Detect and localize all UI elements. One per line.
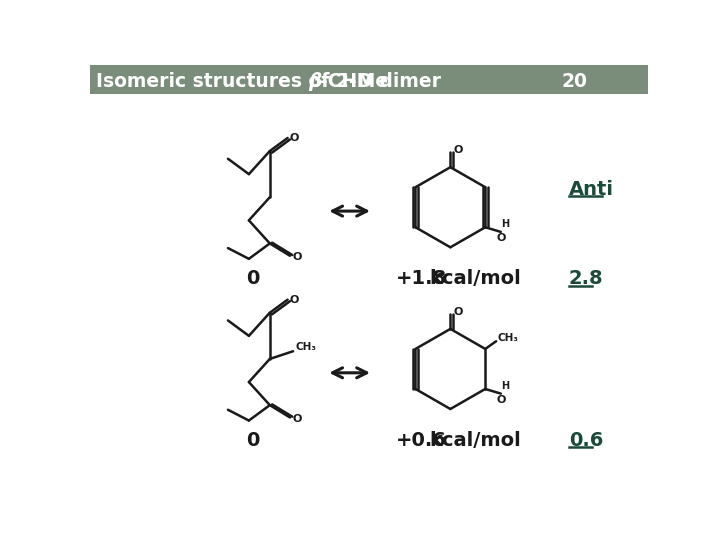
Text: 20: 20 [561,72,588,91]
Text: H: H [502,219,510,229]
Text: 0: 0 [246,431,259,450]
Text: -CHD dimer: -CHD dimer [320,72,441,91]
Text: O: O [290,133,300,143]
Text: O: O [292,414,302,424]
Text: kcal/mol: kcal/mol [429,431,521,450]
Text: Isomeric structures of 2-Me: Isomeric structures of 2-Me [96,72,395,91]
Text: O: O [496,233,505,243]
Text: CH₃: CH₃ [498,333,518,343]
Text: +1.8: +1.8 [396,269,447,288]
Text: +0.6: +0.6 [396,431,447,450]
Text: 0: 0 [246,269,259,288]
Text: O: O [290,295,300,305]
Text: H: H [502,381,510,391]
Text: kcal/mol: kcal/mol [429,269,521,288]
Bar [90,65,648,94]
Text: O: O [454,307,463,317]
Text: O: O [454,145,463,156]
Text: O: O [496,395,505,405]
Text: 2.8: 2.8 [569,269,603,288]
Text: 0.6: 0.6 [569,431,603,450]
Text: CH₃: CH₃ [295,342,316,353]
Text: β: β [309,72,322,91]
Text: Anti: Anti [569,180,614,199]
Text: O: O [292,252,302,262]
